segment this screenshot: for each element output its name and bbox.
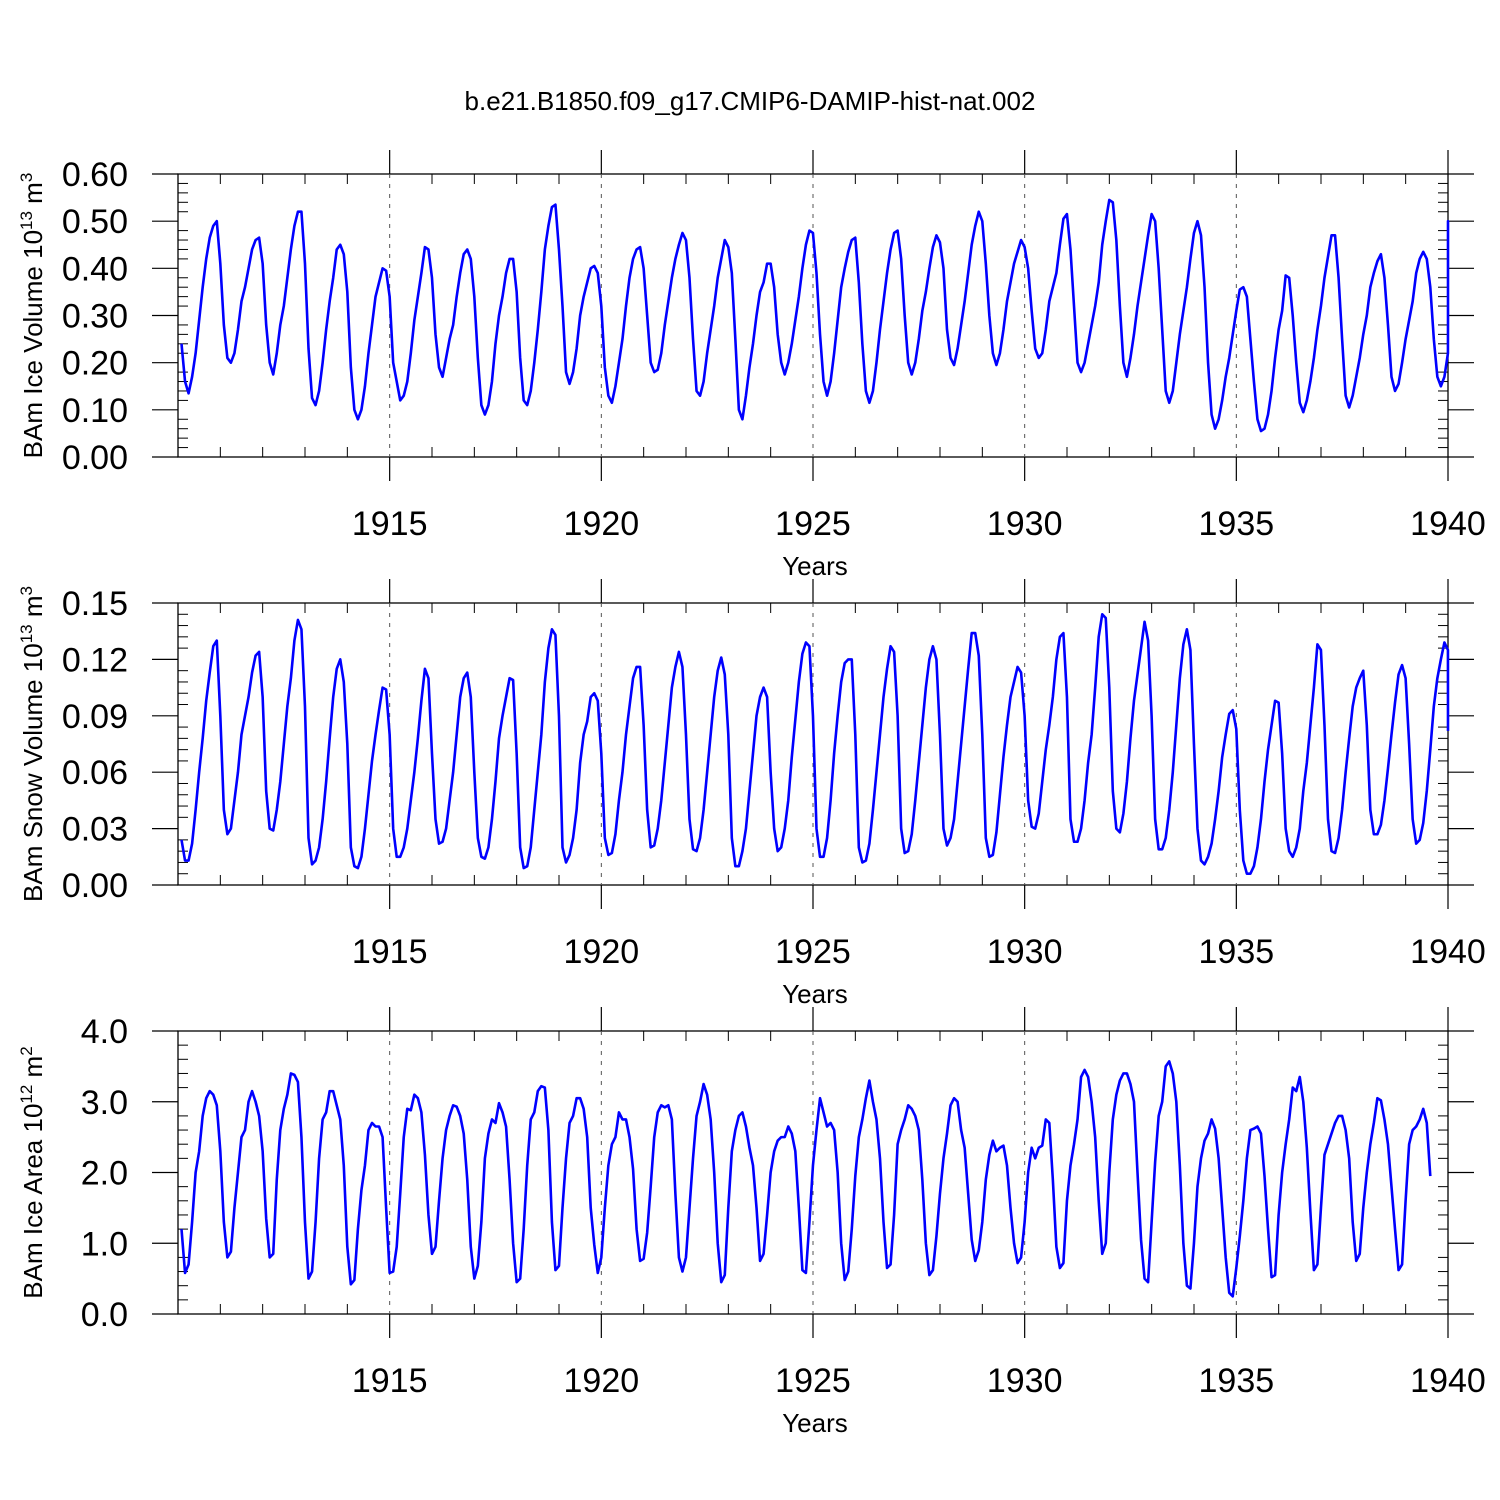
panel3-x-tick-label: 1935	[1199, 1362, 1275, 1400]
panel3-y-axis-title: BAm Ice Area 1012 m2	[17, 1046, 48, 1298]
panel2-y-tick-label: 0.15	[62, 585, 128, 623]
panel2-x-tick-label: 1915	[352, 933, 428, 971]
panel3-y-tick-label: 4.0	[81, 1013, 128, 1051]
panel3-y-tick-label: 0.0	[81, 1296, 128, 1334]
panel2-y-axis-title: BAm Snow Volume 1013 m3	[17, 586, 48, 902]
panel1-x-tick-label: 1915	[352, 505, 428, 543]
panel3-x-tick-label: 1920	[564, 1362, 640, 1400]
panel1-y-tick-label: 0.00	[62, 439, 128, 477]
panel1-x-tick-label: 1920	[564, 505, 640, 543]
panel1-y-tick-label: 0.40	[62, 250, 128, 288]
panel1-y-tick-label: 0.50	[62, 203, 128, 241]
panel3-y-tick-label: 1.0	[81, 1225, 128, 1263]
panel3-x-tick-label: 1930	[987, 1362, 1063, 1400]
panel2-x-axis-title: Years	[782, 979, 848, 1009]
panel1-y-tick-label: 0.20	[62, 345, 128, 383]
panel3-x-tick-label: 1915	[352, 1362, 428, 1400]
panel1-y-tick-label: 0.10	[62, 392, 128, 430]
panel1-y-tick-label: 0.30	[62, 298, 128, 336]
panel3-x-axis-title: Years	[782, 1408, 848, 1438]
panel2-y-tick-label: 0.03	[62, 811, 128, 849]
panel1-series-line	[180, 198, 1450, 433]
panel1-x-tick-label: 1935	[1199, 505, 1275, 543]
panel2-y-tick-label: 0.00	[62, 867, 128, 905]
panel2-y-tick-label: 0.09	[62, 698, 128, 736]
panel3-y-tick-label: 3.0	[81, 1084, 128, 1122]
panel2-series-line	[180, 612, 1450, 876]
panel2-x-tick-label: 1935	[1199, 933, 1275, 971]
panel1-x-tick-label: 1930	[987, 505, 1063, 543]
panel3-y-tick-label: 2.0	[81, 1155, 128, 1193]
panel1-y-tick-label: 0.60	[62, 156, 128, 194]
panel2-y-tick-label: 0.12	[62, 641, 128, 679]
panel2-x-tick-label: 1920	[564, 933, 640, 971]
panel1-x-axis-title: Years	[782, 551, 848, 581]
panel1-x-tick-label: 1940	[1410, 505, 1486, 543]
panel2-x-tick-label: 1925	[775, 933, 851, 971]
panel3-series-line	[180, 1060, 1432, 1298]
chart-title: b.e21.B1850.f09_g17.CMIP6-DAMIP-hist-nat…	[464, 86, 1036, 116]
panel2-x-tick-label: 1940	[1410, 933, 1486, 971]
panel2-x-tick-label: 1930	[987, 933, 1063, 971]
panel3-x-tick-label: 1925	[775, 1362, 851, 1400]
panel1-x-tick-label: 1925	[775, 505, 851, 543]
panel3-x-tick-label: 1940	[1410, 1362, 1486, 1400]
panel1-y-axis-title: BAm Ice Volume 1013 m3	[17, 173, 48, 459]
panel2-y-tick-label: 0.06	[62, 754, 128, 792]
